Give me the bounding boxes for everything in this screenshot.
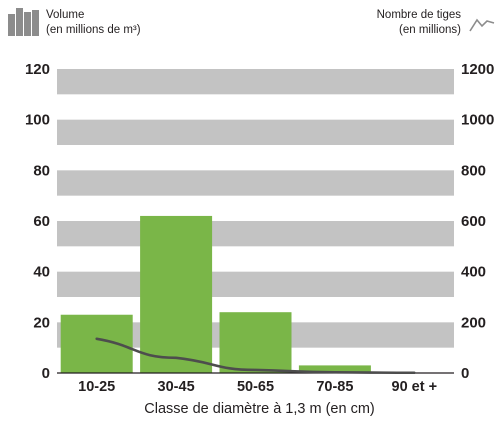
x-axis-label: Classe de diamètre à 1,3 m (en cm) bbox=[144, 401, 374, 417]
y-tick-left: 80 bbox=[33, 162, 50, 179]
stems-line bbox=[95, 337, 416, 375]
y-axis-right-ticks: 0 200 400 600 800 1000 1200 bbox=[461, 61, 494, 382]
y-axis-left-ticks: 0 20 40 60 80 100 120 bbox=[25, 61, 50, 382]
x-tick: 90 et + bbox=[392, 379, 438, 395]
bar bbox=[60, 314, 133, 373]
bar bbox=[219, 312, 292, 373]
grid-bands bbox=[57, 69, 454, 348]
x-tick: 50-65 bbox=[237, 379, 274, 395]
y-tick-right: 200 bbox=[461, 314, 486, 331]
grid-band bbox=[57, 271, 454, 297]
y-tick-right: 1200 bbox=[461, 61, 494, 78]
bar-chart-icon bbox=[8, 8, 40, 36]
legend-volume-unit: (en millions de m³) bbox=[46, 24, 141, 36]
x-tick: 30-45 bbox=[158, 379, 195, 395]
legend-stems-unit: (en millions) bbox=[399, 24, 461, 36]
y-tick-left: 20 bbox=[33, 314, 50, 331]
x-axis-ticks: 10-25 30-45 50-65 70-85 90 et + bbox=[78, 379, 437, 395]
grid-band bbox=[57, 69, 454, 95]
y-tick-left: 120 bbox=[25, 61, 50, 78]
y-tick-right: 0 bbox=[461, 365, 469, 382]
legend-volume: Volume (en millions de m³) bbox=[8, 8, 141, 38]
y-tick-left: 100 bbox=[25, 112, 50, 129]
legend-stems-text: Nombre de tiges (en millions) bbox=[377, 8, 461, 38]
legend-volume-title: Volume bbox=[46, 9, 85, 21]
x-tick: 70-85 bbox=[316, 379, 353, 395]
y-tick-left: 60 bbox=[33, 213, 50, 230]
y-tick-right: 400 bbox=[461, 264, 486, 281]
y-tick-left: 40 bbox=[33, 264, 50, 281]
bar bbox=[298, 365, 371, 373]
y-tick-left: 0 bbox=[42, 365, 50, 382]
bar bbox=[140, 215, 213, 373]
grid-band bbox=[57, 221, 454, 247]
legend-stems: Nombre de tiges (en millions) bbox=[377, 8, 495, 38]
y-tick-right: 1000 bbox=[461, 112, 494, 129]
y-tick-right: 800 bbox=[461, 162, 486, 179]
legend-volume-text: Volume (en millions de m³) bbox=[46, 8, 141, 38]
grid-band bbox=[57, 119, 454, 145]
x-tick: 10-25 bbox=[78, 379, 115, 395]
y-tick-right: 600 bbox=[461, 213, 486, 230]
grid-band bbox=[57, 170, 454, 196]
legend-stems-title: Nombre de tiges bbox=[376, 9, 461, 21]
line-chart-icon bbox=[469, 18, 495, 32]
